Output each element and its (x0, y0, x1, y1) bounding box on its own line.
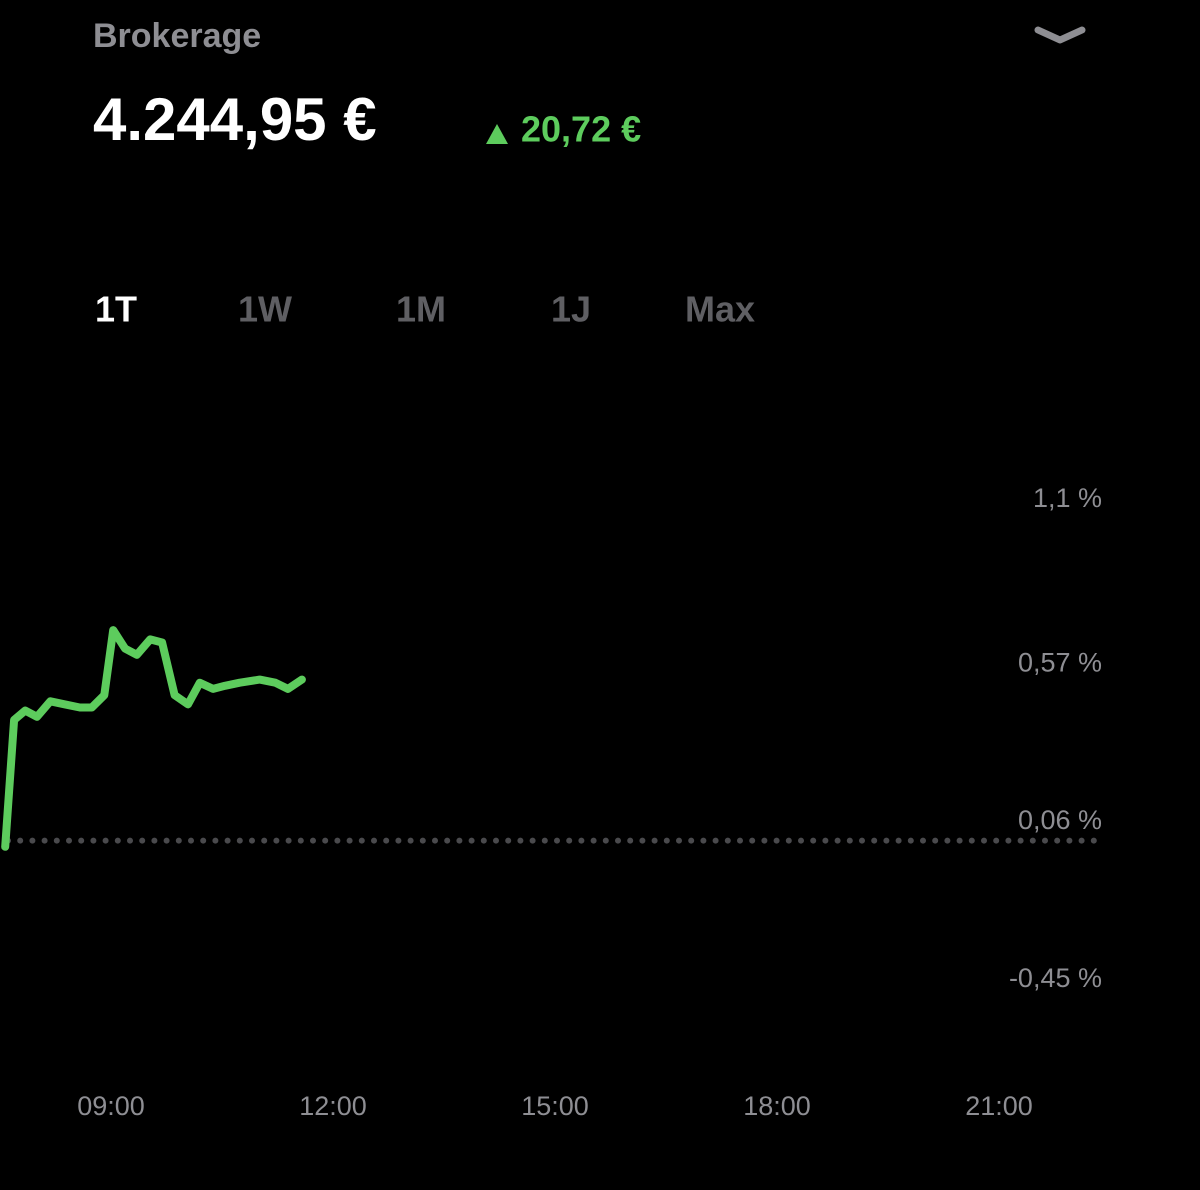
y-tick-label: -0,45 % (1009, 963, 1102, 993)
daily-change: 20,72 € (521, 109, 641, 150)
range-tabs: 1T 1W 1M 1J Max (95, 289, 755, 330)
chart: 1,1 % 0,57 % 0,06 % -0,45 % 09:00 12:00 15:00 1… (1, 483, 1103, 1121)
x-tick-label: 18:00 (743, 1091, 811, 1121)
x-tick-label: 09:00 (77, 1091, 145, 1121)
range-tab[interactable]: 1W (238, 289, 292, 330)
chevron-icon[interactable] (1034, 26, 1086, 44)
price-line (1, 626, 306, 851)
y-tick-label: 1,1 % (1033, 483, 1102, 513)
x-tick-label: 12:00 (299, 1091, 367, 1121)
balance: 4.244,95 € (93, 86, 377, 153)
account-name: Brokerage (93, 17, 261, 55)
y-tick-label: 0,06 % (1018, 805, 1102, 835)
range-tab[interactable]: 1J (551, 289, 591, 330)
x-tick-label: 15:00 (521, 1091, 589, 1121)
up-arrow-icon (486, 124, 508, 144)
range-tab[interactable]: 1T (95, 289, 137, 330)
y-tick-label: 0,57 % (1018, 647, 1102, 677)
account-switcher[interactable] (1034, 26, 1086, 44)
x-tick-label: 21:00 (965, 1091, 1033, 1121)
range-tab[interactable]: Max (685, 289, 755, 330)
range-tab[interactable]: 1M (396, 289, 446, 330)
